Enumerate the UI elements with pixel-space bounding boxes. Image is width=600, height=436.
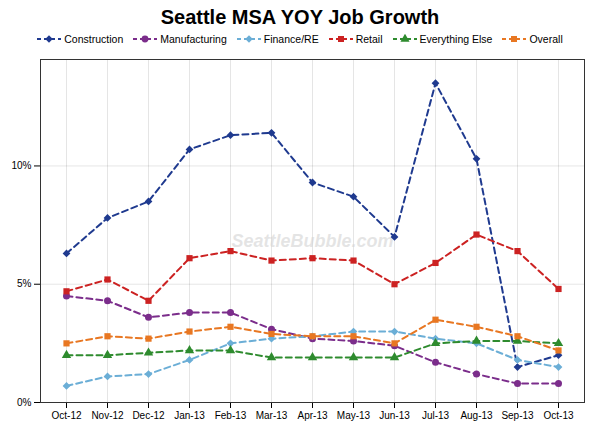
svg-text:Jul-13: Jul-13 <box>422 410 450 421</box>
html-text:Finance/RE: Finance/RE <box>263 33 319 45</box>
svg-text:0%: 0% <box>17 397 32 408</box>
svg-text:Jun-13: Jun-13 <box>379 410 410 421</box>
svg-text:Oct-12: Oct-12 <box>51 410 81 421</box>
html-text:Everything Else: Everything Else <box>419 33 493 45</box>
svg-text:May-13: May-13 <box>337 410 371 421</box>
html-text:Overall: Overall <box>529 33 563 45</box>
svg-text:SeattleBubble.com: SeattleBubble.com <box>231 231 393 251</box>
svg-text:Mar-13: Mar-13 <box>256 410 288 421</box>
svg-text:Jan-13: Jan-13 <box>174 410 205 421</box>
html-text:Seattle MSA YOY Job Growth: Seattle MSA YOY Job Growth <box>160 6 440 28</box>
svg-text:Sep-13: Sep-13 <box>501 410 534 421</box>
svg-text:Dec-12: Dec-12 <box>132 410 165 421</box>
svg-text:Feb-13: Feb-13 <box>215 410 247 421</box>
svg-text:Oct-13: Oct-13 <box>543 410 573 421</box>
svg-text:Nov-12: Nov-12 <box>91 410 124 421</box>
html-text:Manufacturing: Manufacturing <box>160 33 227 45</box>
html-text:Retail: Retail <box>355 33 383 45</box>
svg-text:Aug-13: Aug-13 <box>460 410 493 421</box>
html-text:Construction: Construction <box>64 33 124 45</box>
svg-text:5%: 5% <box>17 278 32 289</box>
svg-text:Apr-13: Apr-13 <box>297 410 327 421</box>
svg-text:10%: 10% <box>11 160 31 171</box>
